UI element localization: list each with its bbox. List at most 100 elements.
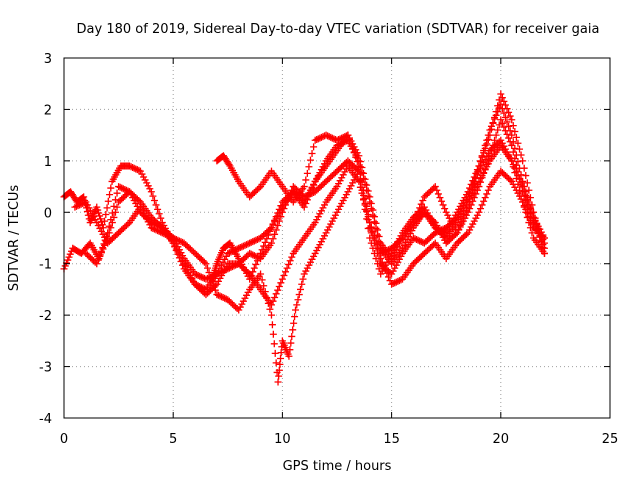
data-point <box>506 112 514 120</box>
data-point <box>430 241 438 249</box>
data-point <box>191 270 199 278</box>
data-point <box>172 246 180 254</box>
data-point <box>353 158 361 166</box>
data-point <box>377 249 385 257</box>
data-point <box>477 178 485 186</box>
data-point <box>397 235 405 243</box>
data-point <box>349 144 357 152</box>
data-point <box>275 282 283 290</box>
data-point <box>395 277 403 285</box>
data-point <box>480 147 488 155</box>
data-point <box>383 269 391 277</box>
data-point <box>291 313 299 321</box>
data-point <box>289 326 297 334</box>
data-point <box>286 257 294 265</box>
x-axis-label: GPS time / hours <box>283 459 392 474</box>
chart-title: Day 180 of 2019, Sidereal Day-to-day VTE… <box>77 22 600 37</box>
data-point <box>369 211 377 219</box>
data-point <box>84 211 92 219</box>
data-point <box>500 123 508 131</box>
data-point <box>225 264 233 272</box>
data-point <box>539 241 547 249</box>
y-tick-label: 3 <box>44 52 52 67</box>
data-point <box>497 90 505 98</box>
data-point <box>269 235 277 243</box>
data-point <box>224 265 232 273</box>
data-point <box>115 183 123 191</box>
data-point <box>247 250 255 258</box>
data-point <box>239 242 247 250</box>
data-point <box>501 114 509 122</box>
data-point <box>199 284 207 292</box>
data-point <box>233 305 241 313</box>
data-point <box>314 135 322 143</box>
data-point <box>118 184 126 192</box>
data-point <box>352 153 360 161</box>
data-point <box>282 268 290 276</box>
data-point <box>102 210 110 218</box>
data-point <box>464 203 472 211</box>
data-point <box>508 116 516 124</box>
data-point <box>503 118 511 126</box>
data-point <box>487 122 495 130</box>
data-point <box>310 143 318 151</box>
data-point <box>370 232 378 240</box>
data-point <box>417 200 425 208</box>
y-tick-label: -4 <box>39 412 52 427</box>
data-point <box>216 292 224 300</box>
data-point <box>247 238 255 246</box>
data-point <box>508 131 516 139</box>
data-point <box>175 237 183 245</box>
data-point <box>267 239 275 247</box>
data-point <box>409 219 417 227</box>
data-point <box>149 192 157 200</box>
data-point <box>299 275 307 283</box>
data-point <box>388 280 396 288</box>
data-point <box>71 203 79 211</box>
data-point <box>478 174 486 182</box>
data-point <box>225 249 233 257</box>
data-point <box>269 330 277 338</box>
data-point <box>464 188 472 196</box>
data-point <box>481 165 489 173</box>
data-point <box>196 282 204 290</box>
data-point <box>360 174 368 182</box>
data-point <box>526 210 534 218</box>
data-point <box>103 204 111 212</box>
data-point <box>473 168 481 176</box>
data-point <box>194 271 202 279</box>
data-point <box>105 222 113 230</box>
data-point <box>481 194 489 202</box>
data-point <box>218 293 226 301</box>
data-point <box>497 116 505 124</box>
data-point <box>147 188 155 196</box>
data-point <box>458 218 466 226</box>
data-point <box>72 202 80 210</box>
data-point <box>480 197 488 205</box>
data-point <box>416 237 424 245</box>
data-point <box>489 119 497 127</box>
data-point <box>150 225 158 233</box>
data-point <box>202 275 210 283</box>
data-point <box>271 230 279 238</box>
data-point <box>389 280 397 288</box>
data-point <box>106 191 114 199</box>
data-point <box>501 101 509 109</box>
data-point <box>107 184 115 192</box>
data-point <box>285 352 293 360</box>
data-point <box>258 276 266 284</box>
data-point <box>522 197 530 205</box>
data-point <box>246 249 254 257</box>
data-point <box>516 164 524 172</box>
data-point <box>512 151 520 159</box>
data-point <box>135 197 143 205</box>
data-point <box>113 189 121 197</box>
data-point <box>102 238 110 246</box>
data-point <box>264 299 272 307</box>
data-point <box>221 294 229 302</box>
data-point <box>506 176 514 184</box>
data-point <box>313 136 321 144</box>
x-tick-label: 0 <box>60 432 68 447</box>
data-point <box>333 136 341 144</box>
data-point <box>414 236 422 244</box>
